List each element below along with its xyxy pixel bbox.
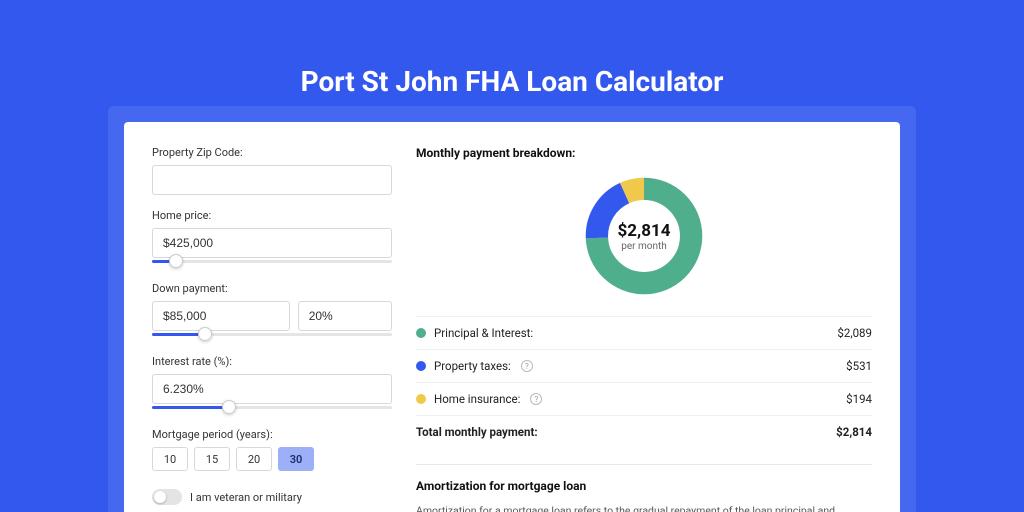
donut-sub: per month [621,241,667,252]
amortization-title: Amortization for mortgage loan [416,479,872,493]
breakdown-panel: Monthly payment breakdown: $2,814 per mo… [416,146,872,512]
legend-dot [416,328,426,338]
slider-fill [152,406,229,409]
slider-thumb[interactable] [198,327,212,341]
payment-donut-chart: $2,814 per month [582,174,706,298]
amortization-section: Amortization for mortgage loan Amortizat… [416,464,872,512]
period-option-20[interactable]: 20 [236,447,272,471]
slider-thumb[interactable] [169,254,183,268]
breakdown-total-row: Total monthly payment: $2,814 [416,415,872,448]
breakdown-label: Property taxes: [434,359,511,373]
mortgage-period-field: Mortgage period (years): 10152030 [152,428,392,471]
home-price-field: Home price: [152,209,392,268]
mortgage-period-group: 10152030 [152,447,392,471]
veteran-switch[interactable] [152,489,182,505]
inputs-panel: Property Zip Code: Home price: Down paym… [152,146,392,512]
breakdown-label: Principal & Interest: [434,326,533,340]
veteran-label: I am veteran or military [190,491,302,504]
calculator-card: Property Zip Code: Home price: Down paym… [124,122,900,512]
donut-center: $2,814 per month [582,174,706,298]
home-price-slider[interactable] [152,256,392,268]
down-payment-label: Down payment: [152,282,392,295]
legend-dot [416,394,426,404]
legend-dot [416,361,426,371]
info-icon[interactable]: ? [530,393,542,405]
down-payment-amount-input[interactable] [152,301,290,331]
breakdown-row: Property taxes:? $531 [416,349,872,382]
interest-rate-input[interactable] [152,374,392,404]
interest-rate-field: Interest rate (%): [152,355,392,414]
amortization-text: Amortization for a mortgage loan refers … [416,503,872,512]
slider-track-bg [152,260,392,263]
period-option-10[interactable]: 10 [152,447,188,471]
slider-thumb[interactable] [222,400,236,414]
zip-input[interactable] [152,165,392,195]
page-title: Port St John FHA Loan Calculator [0,65,1024,98]
breakdown-row: Principal & Interest: $2,089 [416,316,872,349]
veteran-row: I am veteran or military [152,489,392,505]
info-icon[interactable]: ? [521,360,533,372]
period-option-30[interactable]: 30 [278,447,314,471]
breakdown-value: $2,089 [837,326,872,340]
breakdown-row: Home insurance:? $194 [416,382,872,415]
calculator-frame: Property Zip Code: Home price: Down paym… [108,106,916,512]
period-option-15[interactable]: 15 [194,447,230,471]
home-price-label: Home price: [152,209,392,222]
breakdown-rows: Principal & Interest: $2,089 Property taxe… [416,316,872,415]
down-payment-pct-input[interactable] [298,301,392,331]
total-label: Total monthly payment: [416,425,538,439]
mortgage-period-label: Mortgage period (years): [152,428,392,441]
down-payment-field: Down payment: [152,282,392,341]
total-value: $2,814 [836,425,872,439]
breakdown-value: $194 [846,392,872,406]
donut-wrap: $2,814 per month [416,174,872,298]
breakdown-value: $531 [846,359,872,373]
switch-knob [154,491,166,503]
zip-field: Property Zip Code: [152,146,392,195]
donut-amount: $2,814 [618,221,671,241]
home-price-input[interactable] [152,228,392,258]
interest-rate-slider[interactable] [152,402,392,414]
breakdown-title: Monthly payment breakdown: [416,146,872,160]
down-payment-slider[interactable] [152,329,392,341]
breakdown-label: Home insurance: [434,392,520,406]
interest-rate-label: Interest rate (%): [152,355,392,368]
zip-label: Property Zip Code: [152,146,392,159]
